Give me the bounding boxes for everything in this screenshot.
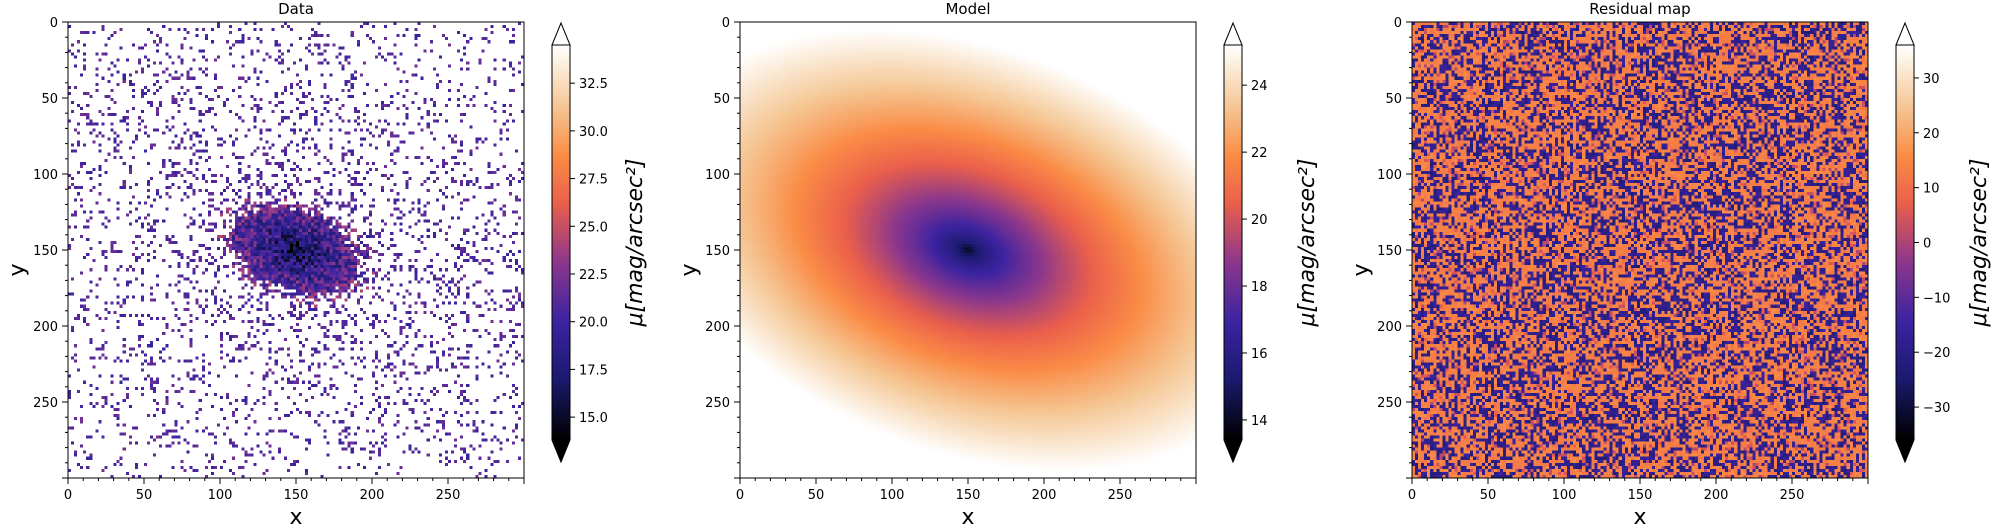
x-tick-label: 100: [208, 488, 233, 503]
x-tick-label: 250: [1780, 488, 1805, 503]
y-tick-label: 50: [41, 92, 58, 107]
colorbar-tick-label: 27.5: [579, 173, 608, 188]
y-tick-label: 250: [705, 396, 730, 411]
x-tick-label: 0: [64, 488, 72, 503]
colorbar-tick-label: −30: [1923, 401, 1950, 416]
axes-overlay: Model 0 50 100 150 200 250 0 50 100 150 200 250 x y 14 1…: [677, 0, 1320, 530]
y-tick-label: 100: [1377, 168, 1402, 183]
y-tick-label: 150: [1377, 244, 1402, 259]
x-tick-label: 200: [360, 488, 385, 503]
x-tick-label: 0: [736, 488, 744, 503]
y-tick-label: 250: [1377, 396, 1402, 411]
x-tick-label: 100: [880, 488, 905, 503]
colorbar-extend-min: [1223, 439, 1243, 464]
colorbar-tick-label: 22: [1251, 146, 1268, 161]
colorbar-extend-min: [551, 439, 571, 464]
colorbar-label: μ[mag/arcsec²]: [1295, 159, 1320, 328]
colorbar-extend-max: [1223, 21, 1243, 46]
y-tick-label: 0: [50, 16, 58, 31]
colorbar-gradient: [1896, 45, 1914, 440]
colorbar-tick-label: 25.0: [579, 220, 608, 235]
colorbar-tick-label: 30.0: [579, 125, 608, 140]
residual-panel: Residual map 0 50 100 150 200 250 0 50 100 150 200 2…: [1344, 0, 2016, 532]
x-tick-label: 200: [1704, 488, 1729, 503]
y-tick-label: 150: [33, 244, 58, 259]
x-axis-label: x: [961, 505, 974, 530]
y-axis-label: y: [1349, 263, 1374, 276]
colorbar-tick-label: 20.0: [579, 316, 608, 331]
colorbar-extend-max: [1895, 21, 1915, 46]
axes-frame: [67, 21, 525, 479]
chart-title: Model: [945, 0, 990, 18]
x-tick-label: 50: [808, 488, 825, 503]
y-tick-label: 0: [1394, 16, 1402, 31]
data-panel: Data 0 50 100 150 200 250 0 50 100 150 200 250 x y 15.0…: [0, 0, 672, 532]
chart-title: Residual map: [1589, 0, 1690, 18]
colorbar-extend-max: [551, 21, 571, 46]
y-tick-label: 200: [33, 320, 58, 335]
y-tick-label: 200: [705, 320, 730, 335]
y-tick-label: 100: [33, 168, 58, 183]
colorbar-frame: [1223, 44, 1243, 441]
colorbar-frame: [551, 44, 571, 441]
heatmap-image: [1412, 22, 1868, 478]
colorbar-label: μ[mag/arcsec²]: [623, 159, 648, 328]
heatmap-image: [68, 22, 524, 478]
colorbar-tick-label: 20: [1251, 213, 1268, 228]
y-axis-label: y: [5, 263, 30, 276]
x-axis-label: x: [289, 505, 302, 530]
colorbar-gradient: [552, 45, 570, 440]
x-axis-label: x: [1633, 505, 1646, 530]
colorbar-tick-label: 17.5: [579, 363, 608, 378]
heatmap-image: [740, 22, 1196, 478]
axes-frame: [739, 21, 1197, 479]
colorbar-tick-label: 24: [1251, 79, 1268, 94]
colorbar-tick-label: −20: [1923, 346, 1950, 361]
y-tick-label: 200: [1377, 320, 1402, 335]
x-tick-label: 50: [1480, 488, 1497, 503]
axes-frame: [1411, 21, 1869, 479]
y-axis-label: y: [677, 263, 702, 276]
colorbar-frame: [1895, 44, 1915, 441]
colorbar-tick-label: 15.0: [579, 411, 608, 426]
colorbar-tick-label: 30: [1923, 72, 1940, 87]
y-tick-label: 50: [713, 92, 730, 107]
y-tick-label: 50: [1385, 92, 1402, 107]
x-tick-label: 150: [1628, 488, 1653, 503]
x-tick-label: 0: [1408, 488, 1416, 503]
colorbar-gradient: [1224, 45, 1242, 440]
x-tick-label: 150: [284, 488, 309, 503]
x-tick-label: 150: [956, 488, 981, 503]
colorbar-tick-label: 14: [1251, 414, 1268, 429]
x-tick-label: 200: [1032, 488, 1057, 503]
chart-title: Data: [278, 0, 314, 18]
colorbar-tick-label: −10: [1923, 291, 1950, 306]
y-tick-label: 0: [722, 16, 730, 31]
x-tick-label: 250: [436, 488, 461, 503]
colorbar-tick-label: 0: [1923, 237, 1931, 252]
y-tick-label: 150: [705, 244, 730, 259]
colorbar-tick-label: 10: [1923, 182, 1940, 197]
y-tick-label: 100: [705, 168, 730, 183]
colorbar-label: μ[mag/arcsec²]: [1967, 159, 1992, 328]
colorbar-tick-label: 22.5: [579, 268, 608, 283]
y-tick-label: 250: [33, 396, 58, 411]
x-tick-label: 250: [1108, 488, 1133, 503]
model-panel: Model 0 50 100 150 200 250 0 50 100 150 200 250 x y 14 1…: [672, 0, 1344, 532]
axes-overlay: Data 0 50 100 150 200 250 0 50 100 150 200 250 x y 15.0…: [5, 0, 648, 530]
colorbar-tick-label: 18: [1251, 280, 1268, 295]
colorbar-extend-min: [1895, 439, 1915, 464]
colorbar-tick-label: 16: [1251, 347, 1268, 362]
colorbar-tick-label: 20: [1923, 127, 1940, 142]
colorbar-tick-label: 32.5: [579, 77, 608, 92]
x-tick-label: 50: [136, 488, 153, 503]
x-tick-label: 100: [1552, 488, 1577, 503]
